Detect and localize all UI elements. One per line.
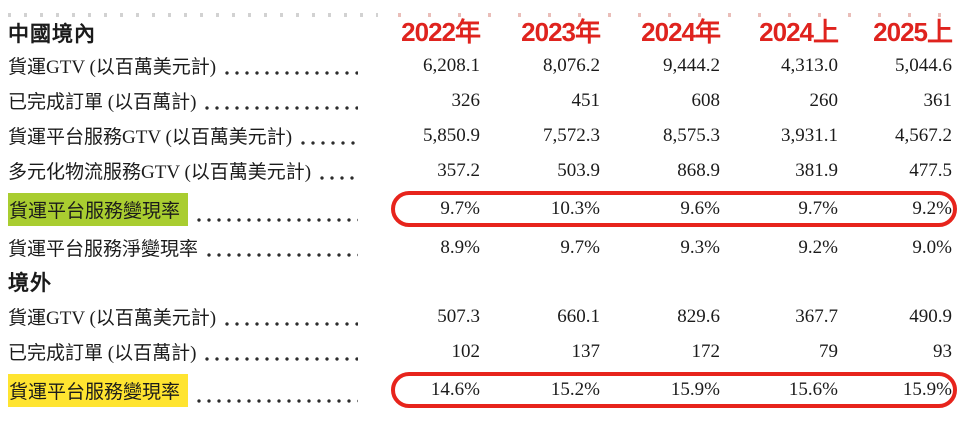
dot-leader bbox=[222, 71, 358, 75]
cell-value: 9.6% bbox=[680, 198, 720, 219]
year-header-2025h1: 2025上 bbox=[873, 17, 953, 47]
cell-value: 10.3% bbox=[550, 198, 600, 219]
cell-value: 9,444.2 bbox=[663, 54, 720, 76]
cell-value: 381.9 bbox=[795, 159, 838, 181]
cell-value: 260 bbox=[809, 89, 839, 111]
cell-value: 9.7% bbox=[798, 198, 838, 219]
cell-value: 660.1 bbox=[557, 305, 600, 327]
row-label-cell: 貨運平台服務淨變現率 bbox=[8, 234, 362, 261]
cropped-row-remnant bbox=[8, 13, 378, 17]
row-label: 貨運平台服務GTV (以百萬美元計) bbox=[8, 127, 293, 148]
cell-value: 326 bbox=[451, 89, 481, 111]
cell-value: 9.2% bbox=[798, 236, 838, 258]
row-label: 貨運GTV (以百萬美元計) bbox=[8, 308, 217, 329]
cell-value: 4,567.2 bbox=[895, 124, 952, 146]
dot-leader bbox=[194, 398, 358, 403]
cell-value: 93 bbox=[933, 340, 952, 362]
cell-value: 137 bbox=[571, 340, 601, 362]
year-header-2024: 2024年 bbox=[641, 17, 721, 47]
cell-value: 15.9% bbox=[902, 379, 952, 400]
row-label: 已完成訂單 (以百萬計) bbox=[8, 343, 197, 364]
section-title-label: 境外 bbox=[8, 271, 52, 295]
cell-value: 5,044.6 bbox=[895, 54, 952, 76]
table-row: 多元化物流服務GTV (以百萬美元計) 357.2 503.9 868.9 381.9 4… bbox=[0, 153, 960, 188]
cell-value: 172 bbox=[691, 340, 721, 362]
cell-value: 9.3% bbox=[680, 236, 720, 258]
cell-value: 79 bbox=[819, 340, 838, 362]
section-title-overseas: 境外 bbox=[0, 265, 960, 299]
row-label-cell: 貨運GTV (以百萬美元計) bbox=[8, 303, 362, 330]
cell-value: 15.2% bbox=[550, 379, 600, 400]
year-header-2024h1: 2024上 bbox=[759, 17, 839, 47]
cell-value: 507.3 bbox=[437, 305, 480, 327]
dot-leader bbox=[194, 217, 358, 222]
cell-value: 8,575.3 bbox=[663, 124, 720, 146]
row-label: 已完成訂單 (以百萬計) bbox=[8, 92, 197, 113]
cell-value: 357.2 bbox=[437, 159, 480, 181]
cropped-row-remnant-right bbox=[398, 13, 952, 17]
section-title-domestic: 中國境內 bbox=[8, 22, 96, 46]
table-row: 貨運GTV (以百萬美元計) 507.3 660.1 829.6 367.7 490.9 bbox=[0, 299, 960, 334]
table-row: 貨運平台服務變現率 9.7% 10.3% 9.6% 9.7% 9.2% bbox=[0, 188, 960, 230]
row-label-cell: 貨運GTV (以百萬美元計) bbox=[8, 52, 362, 79]
row-label: 貨運GTV (以百萬美元計) bbox=[8, 57, 217, 78]
row-label-cell: 貨運平台服務GTV (以百萬美元計) bbox=[8, 122, 362, 149]
cell-value: 3,931.1 bbox=[781, 124, 838, 146]
row-label-cell: 已完成訂單 (以百萬計) bbox=[8, 338, 362, 365]
cell-value: 15.9% bbox=[670, 379, 720, 400]
table-body: 貨運GTV (以百萬美元計) 6,208.1 8,076.2 9,444.2 4,313… bbox=[0, 48, 960, 411]
cell-value: 9.0% bbox=[912, 236, 952, 258]
table-row: 貨運GTV (以百萬美元計) 6,208.1 8,076.2 9,444.2 4,313… bbox=[0, 48, 960, 83]
year-header-2022: 2022年 bbox=[401, 17, 481, 47]
cell-value: 15.6% bbox=[788, 379, 838, 400]
year-header-2023: 2023年 bbox=[521, 17, 601, 47]
dot-leader bbox=[202, 106, 358, 110]
cell-value: 9.7% bbox=[560, 236, 600, 258]
cell-value: 4,313.0 bbox=[781, 54, 838, 76]
cell-value: 829.6 bbox=[677, 305, 720, 327]
dot-leader bbox=[317, 176, 358, 180]
cell-value: 7,572.3 bbox=[543, 124, 600, 146]
cell-value: 9.7% bbox=[440, 198, 480, 219]
cell-value: 5,850.9 bbox=[423, 124, 480, 146]
cell-value: 102 bbox=[451, 340, 481, 362]
table-row: 貨運平台服務變現率 14.6% 15.2% 15.9% 15.6% 15.9% bbox=[0, 369, 960, 411]
dot-leader bbox=[204, 253, 358, 257]
cell-value: 608 bbox=[691, 89, 721, 111]
dot-leader bbox=[298, 141, 358, 145]
cell-value: 361 bbox=[923, 89, 953, 111]
row-label: 多元化物流服務GTV (以百萬美元計) bbox=[8, 162, 312, 183]
cell-value: 451 bbox=[571, 89, 601, 111]
row-label-highlighted: 貨運平台服務變現率 bbox=[8, 192, 189, 226]
cell-value: 6,208.1 bbox=[423, 54, 480, 76]
row-label: 貨運平台服務淨變現率 bbox=[8, 239, 199, 260]
table-row: 貨運平台服務GTV (以百萬美元計) 5,850.9 7,572.3 8,575.3 3… bbox=[0, 118, 960, 153]
dot-leader bbox=[222, 322, 358, 326]
cell-value: 367.7 bbox=[795, 305, 838, 327]
cell-value: 14.6% bbox=[430, 379, 480, 400]
row-label-cell: 貨運平台服務變現率 bbox=[8, 373, 362, 407]
cell-value: 868.9 bbox=[677, 159, 720, 181]
table-row: 已完成訂單 (以百萬計) 326 451 608 260 361 bbox=[0, 83, 960, 118]
cell-value: 8.9% bbox=[440, 236, 480, 258]
dot-leader bbox=[202, 357, 358, 361]
cell-value: 503.9 bbox=[557, 159, 600, 181]
row-label-cell: 貨運平台服務變現率 bbox=[8, 192, 362, 226]
row-label-cell: 已完成訂單 (以百萬計) bbox=[8, 87, 362, 114]
row-label-cell: 多元化物流服務GTV (以百萬美元計) bbox=[8, 157, 362, 184]
cell-value: 477.5 bbox=[909, 159, 952, 181]
cell-value: 490.9 bbox=[909, 305, 952, 327]
cell-value: 8,076.2 bbox=[543, 54, 600, 76]
cell-value: 9.2% bbox=[912, 198, 952, 219]
row-label-highlighted: 貨運平台服務變現率 bbox=[8, 373, 189, 407]
table-row: 已完成訂單 (以百萬計) 102 137 172 79 93 bbox=[0, 334, 960, 369]
table-header-row: 中國境內 2022年 2023年 2024年 2024上 2025上 bbox=[0, 12, 960, 48]
table-row: 貨運平台服務淨變現率 8.9% 9.7% 9.3% 9.2% 9.0% bbox=[0, 230, 960, 265]
